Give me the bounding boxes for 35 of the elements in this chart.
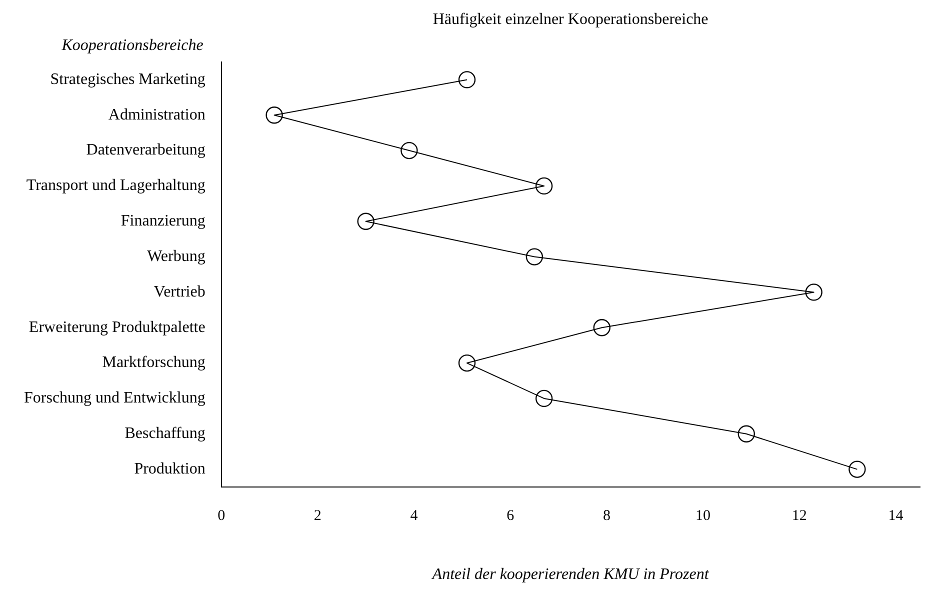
y-axis-title: Kooperationsbereiche [60, 37, 204, 54]
point [400, 142, 418, 160]
y-tick-label: Beschaffung [124, 425, 206, 442]
x-tick-label: 2 [314, 508, 322, 524]
x-tick-label: 12 [792, 508, 807, 524]
point [266, 106, 283, 124]
x-tick-label: 6 [506, 508, 515, 524]
point [805, 284, 822, 301]
x-tick-label: 14 [888, 508, 904, 524]
point [848, 460, 866, 478]
chart-title: Häufigkeit einzelner Kooperationsbereiche [432, 11, 708, 28]
y-tick-label: Datenverarbeitung [86, 142, 206, 159]
y-tick-label: Marktforschung [102, 354, 206, 372]
y-tick-label: Transport und Lagerhaltung [26, 177, 206, 194]
y-tick-label: Werbung [147, 248, 206, 265]
x-tick-label: 10 [696, 508, 711, 524]
point [357, 212, 374, 230]
point [526, 248, 544, 266]
y-tick-label: Administration [108, 106, 206, 124]
x-axis-title: Anteil der kooperierenden KMU in Prozent [431, 566, 710, 584]
x-tick-label: 4 [410, 508, 418, 524]
y-tick-label: Vertrieb [154, 283, 206, 300]
point [458, 71, 476, 88]
y-tick-label: Erweiterung Produktpalette [28, 318, 206, 336]
point [535, 390, 553, 408]
y-tick-label: Forschung und Entwicklung [24, 390, 206, 407]
y-tick-label: Produktion [134, 460, 206, 478]
x-tick-label: 8 [602, 508, 610, 524]
point [738, 425, 755, 442]
x-tick-label: 0 [218, 508, 226, 524]
point [593, 319, 610, 336]
y-tick-label: Finanzierung [120, 212, 206, 230]
point [535, 177, 553, 195]
y-tick-label: Strategisches Marketing [50, 70, 206, 88]
point [458, 354, 476, 372]
